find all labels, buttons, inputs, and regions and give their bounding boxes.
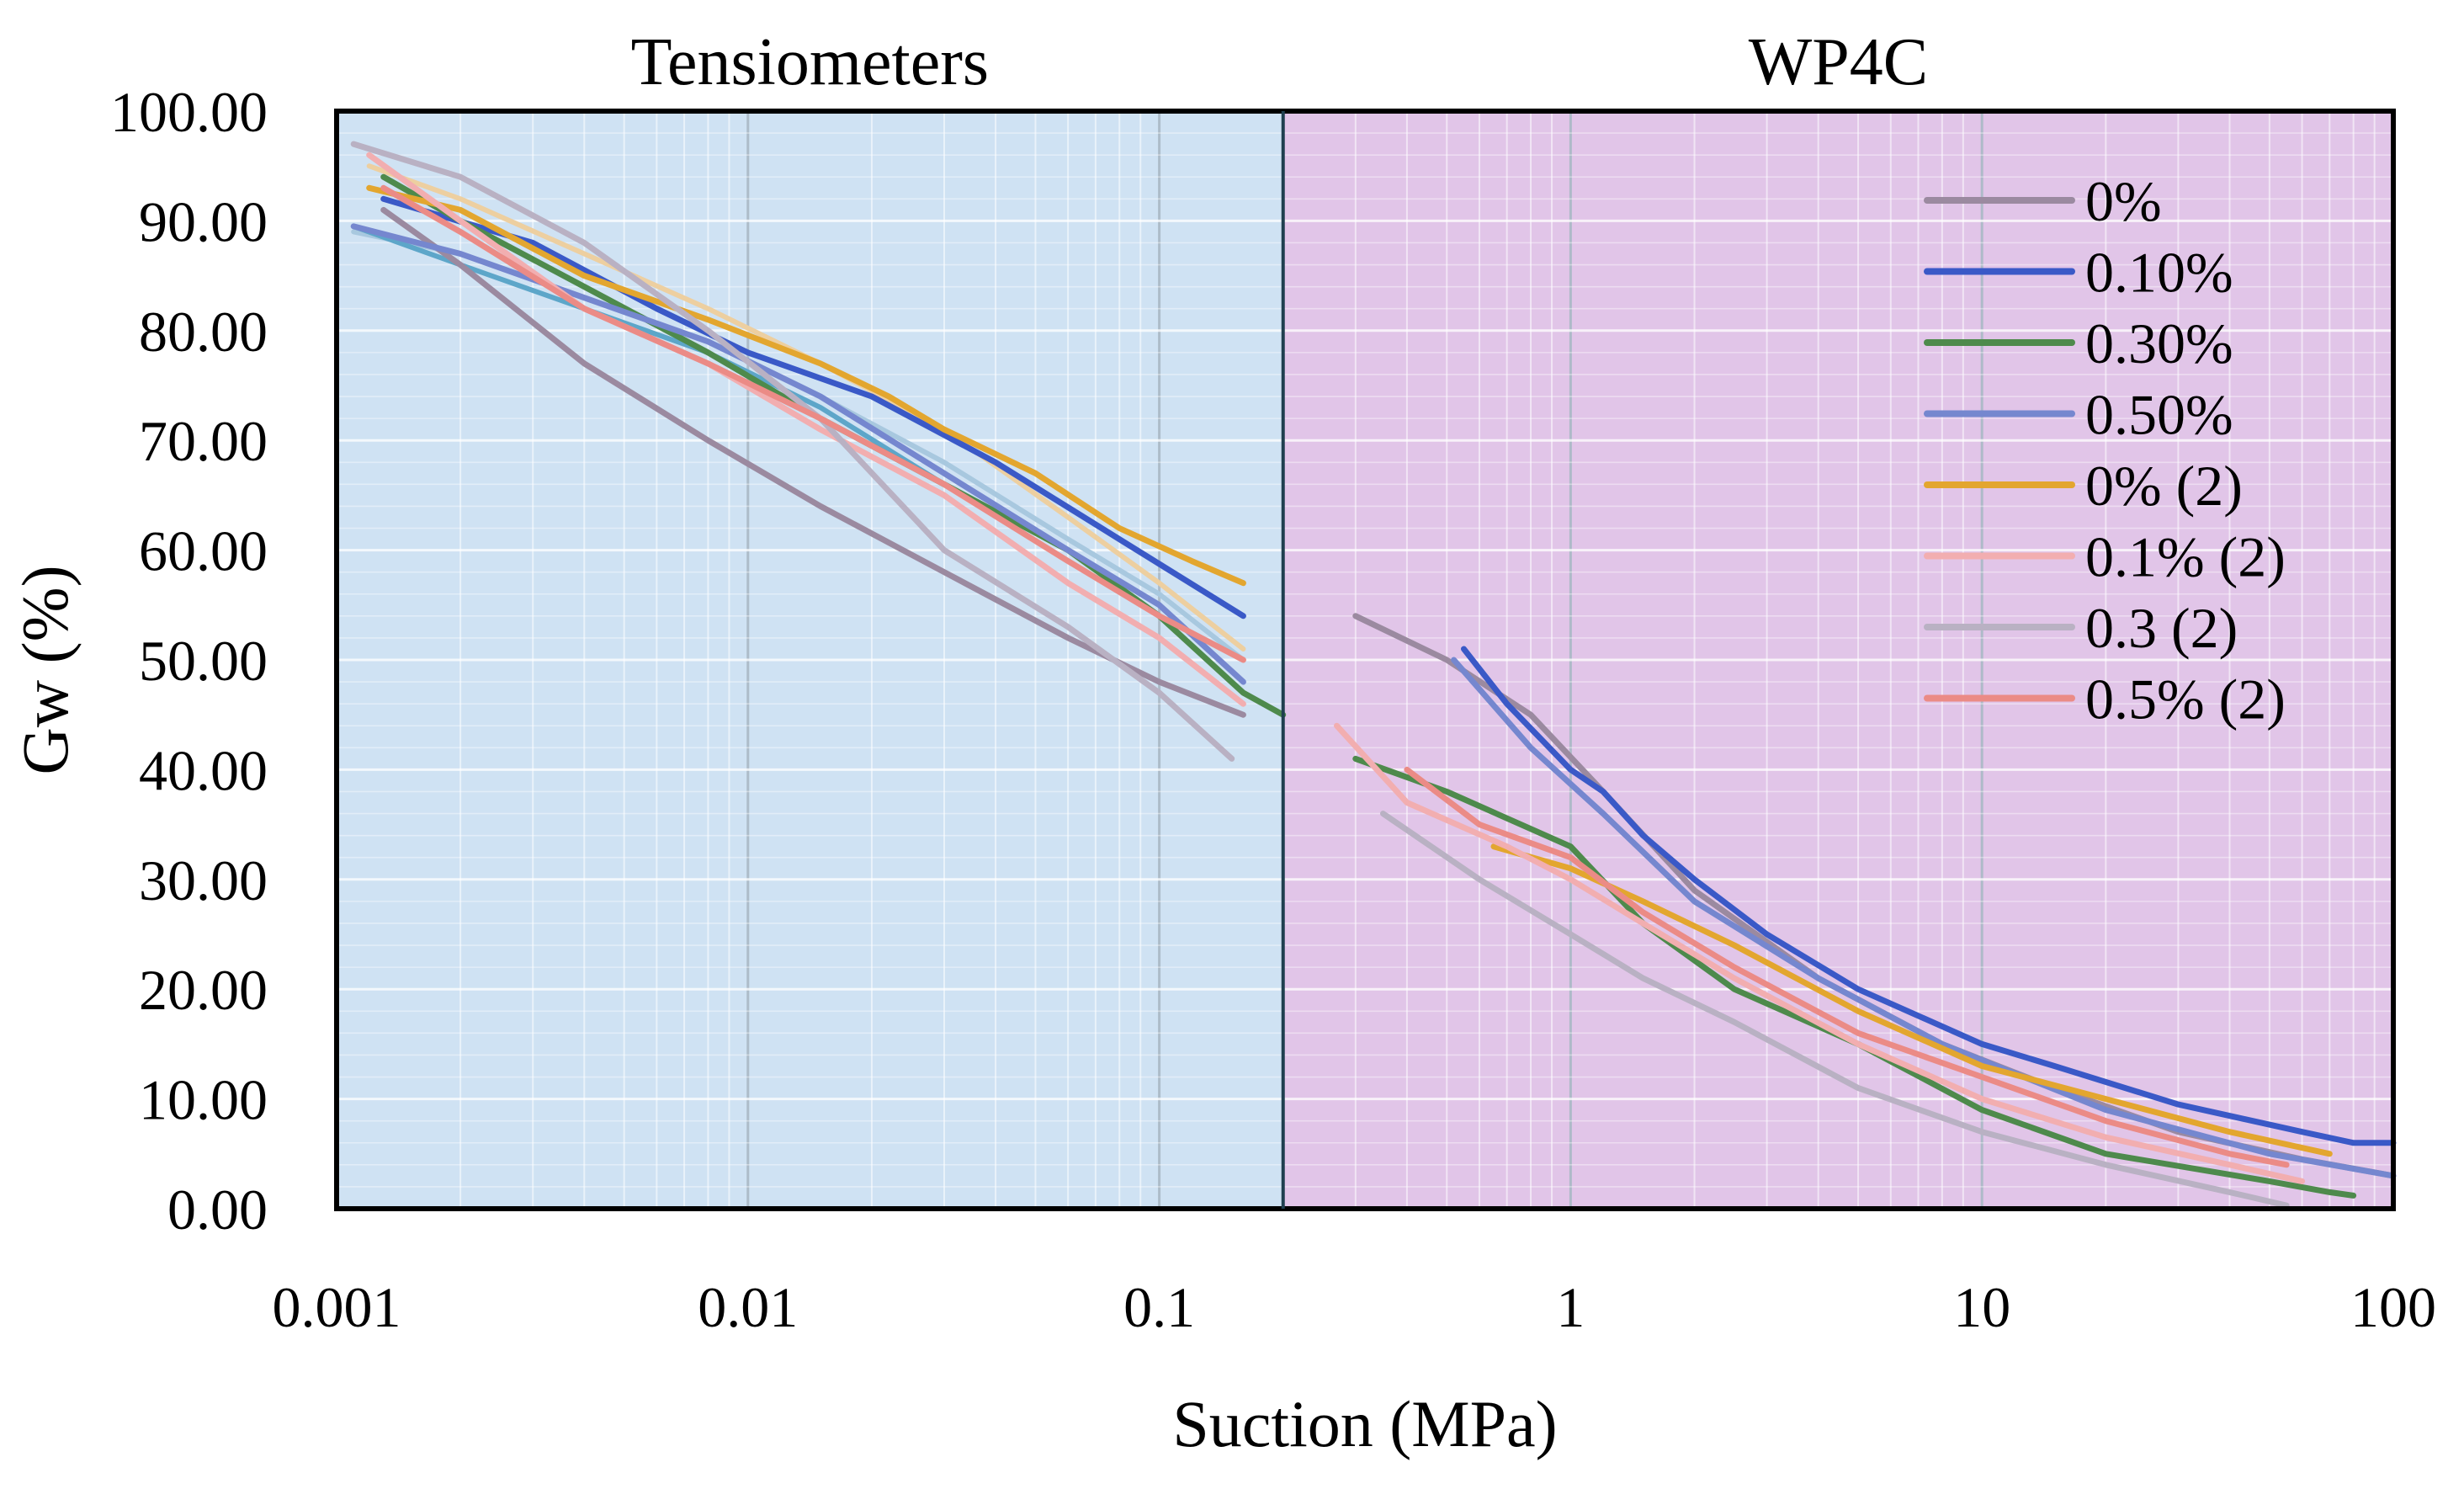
- series-line: [1334, 722, 2306, 1184]
- region-titles: Tensiometers WP4C: [631, 25, 1928, 99]
- legend-label: 0.3 (2): [2085, 596, 2238, 660]
- y-axis-label: Gw (%): [8, 565, 82, 774]
- series-line: [366, 152, 1246, 707]
- region-title-tensiometers: Tensiometers: [631, 25, 989, 99]
- legend-label: 0.10%: [2085, 241, 2233, 305]
- x-tick-label: 0.001: [273, 1275, 401, 1339]
- series-line: [1451, 657, 2397, 1179]
- plot-border: [334, 109, 2396, 1211]
- series-lines: [350, 141, 2397, 1209]
- series-line: [1490, 843, 2333, 1157]
- series-line: [1380, 811, 2290, 1209]
- series-line: [380, 206, 1246, 718]
- x-tick-label: 0.1: [1123, 1275, 1195, 1339]
- y-tick-label: 10.00: [139, 1068, 268, 1132]
- y-tick-label: 30.00: [139, 848, 268, 912]
- y-tick-label: 40.00: [139, 738, 268, 802]
- series-line: [380, 184, 1246, 663]
- legend-label: 0% (2): [2085, 454, 2243, 518]
- y-axis-label-main: Gw: [8, 680, 82, 775]
- series-line: [366, 184, 1246, 587]
- legend-label: 0.1% (2): [2085, 525, 2286, 589]
- legend-label: 0.30%: [2085, 311, 2233, 375]
- series-line: [380, 195, 1246, 620]
- x-axis-label: Suction (MPa): [1172, 1387, 1557, 1460]
- series-line: [1461, 646, 2397, 1146]
- x-tick-label: 1: [1556, 1275, 1585, 1339]
- series-line: [350, 223, 1246, 685]
- y-tick-label: 90.00: [139, 189, 268, 253]
- y-tick-label: 50.00: [139, 629, 268, 693]
- x-tick-label: 0.01: [698, 1275, 798, 1339]
- region-title-wp4c: WP4C: [1749, 25, 1928, 99]
- y-tick-label: 20.00: [139, 958, 268, 1022]
- legend-label: 0.50%: [2085, 383, 2233, 447]
- legend-label: 0.5% (2): [2085, 667, 2286, 731]
- y-tick-labels: 0.00 10.00 20.00 30.00 40.00 50.00 60.00 70.00 8…: [110, 80, 268, 1242]
- series-line: [1404, 766, 2290, 1168]
- plot-frame: [334, 109, 2396, 1211]
- legend-label: 0%: [2085, 169, 2162, 233]
- y-axis-label-unit: (%): [8, 565, 82, 679]
- y-tick-label: 70.00: [139, 409, 268, 473]
- x-tick-label: 100: [2350, 1275, 2436, 1339]
- x-tick-label: 10: [1953, 1275, 2010, 1339]
- x-tick-labels: 0.001 0.01 0.1 1 10 100: [273, 1275, 2437, 1339]
- y-tick-label: 80.00: [139, 300, 268, 364]
- legend: 0% 0.10%0.30% 0.50% 0% (2) 0.1% (2) 0.3 (2) 0.…: [1924, 169, 2286, 731]
- y-tick-label: 60.00: [139, 519, 268, 583]
- y-tick-label: 100.00: [110, 80, 268, 144]
- y-tick-label: 0.00: [167, 1178, 268, 1242]
